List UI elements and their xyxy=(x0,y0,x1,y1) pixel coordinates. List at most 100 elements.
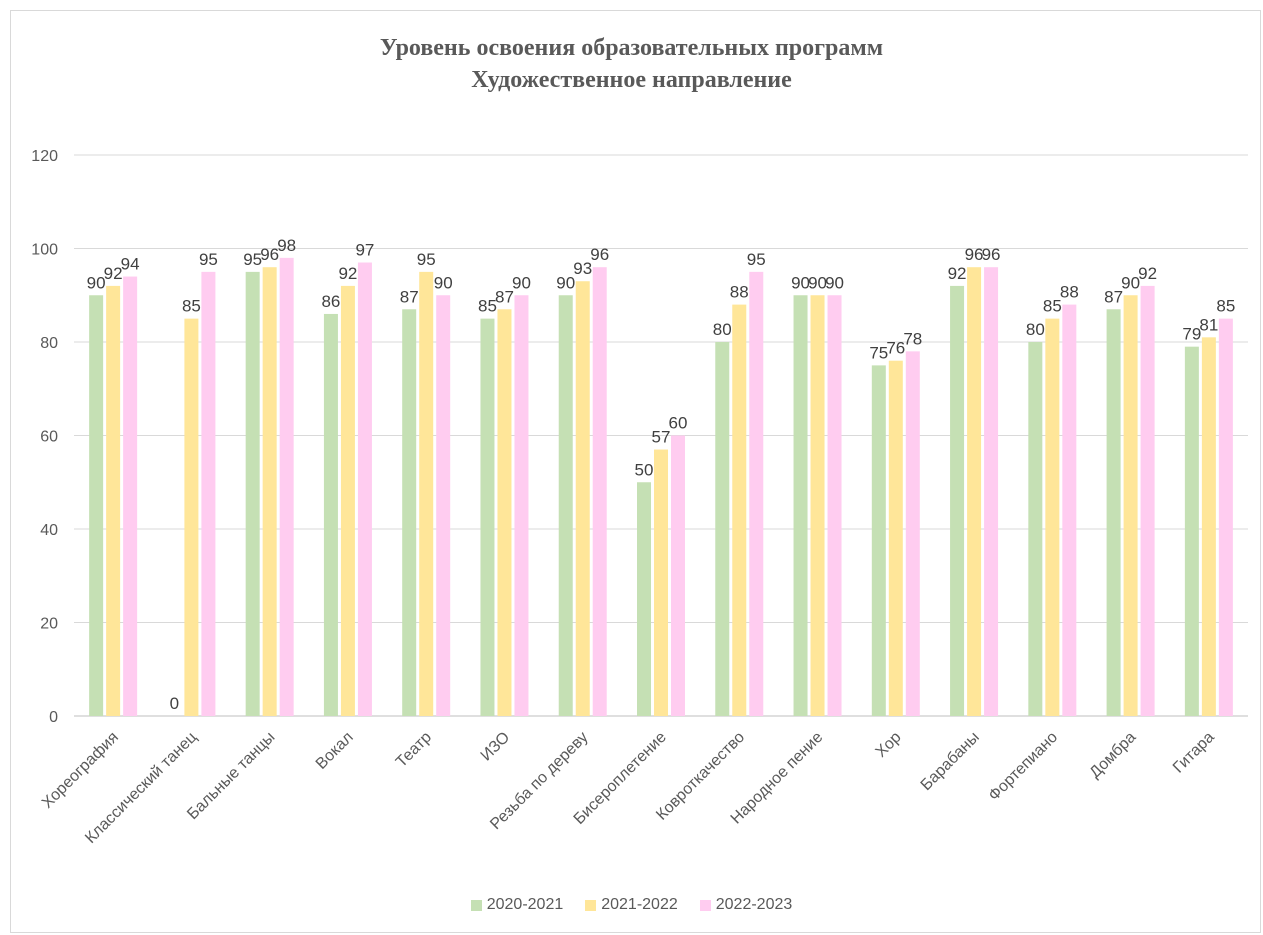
data-label: 92 xyxy=(104,264,123,283)
bar xyxy=(123,276,138,716)
bar xyxy=(1106,309,1121,716)
bar xyxy=(340,285,355,716)
bar xyxy=(732,304,747,716)
legend-item: 2021-2022 xyxy=(585,896,678,914)
legend-swatch xyxy=(470,899,482,911)
bar xyxy=(1201,337,1216,716)
data-label: 57 xyxy=(652,428,671,447)
y-tick-label: 60 xyxy=(40,429,58,446)
bar xyxy=(1028,342,1043,716)
bar xyxy=(749,271,764,716)
y-tick-label: 20 xyxy=(40,616,58,633)
data-label: 92 xyxy=(338,264,357,283)
chart-legend: 2020-2021 2021-2022 2022-2023 xyxy=(0,896,1263,914)
data-label: 90 xyxy=(825,273,844,292)
bar xyxy=(1123,295,1138,716)
bar xyxy=(323,313,338,716)
data-label: 90 xyxy=(808,273,827,292)
bar xyxy=(871,365,886,716)
data-label: 88 xyxy=(730,283,749,302)
chart-title-line1: Уровень освоения образовательных програм… xyxy=(379,35,884,61)
data-label: 79 xyxy=(1182,325,1201,344)
data-label: 0 xyxy=(170,694,179,713)
legend-label: 2020-2021 xyxy=(486,896,564,913)
bar xyxy=(106,285,121,716)
bar xyxy=(1045,318,1060,716)
legend-item: 2022-2023 xyxy=(699,896,793,914)
bar xyxy=(1184,346,1199,716)
bar xyxy=(827,295,842,716)
data-label: 96 xyxy=(260,245,279,264)
bar xyxy=(1218,318,1233,716)
bar xyxy=(592,267,607,716)
data-label: 87 xyxy=(1104,287,1123,306)
bar xyxy=(810,295,825,716)
data-label: 80 xyxy=(713,320,732,339)
x-tick-label: ИЗО xyxy=(478,729,514,765)
data-label: 90 xyxy=(791,273,810,292)
bar xyxy=(480,318,495,716)
bar xyxy=(793,295,808,716)
bar xyxy=(984,267,999,716)
data-label: 81 xyxy=(1199,315,1218,334)
bar xyxy=(575,281,590,716)
legend-label: 2021-2022 xyxy=(601,896,678,913)
data-label: 95 xyxy=(417,250,436,269)
bar xyxy=(1140,285,1155,716)
bar xyxy=(402,309,417,716)
legend-item: 2020-2021 xyxy=(470,896,564,914)
data-label: 85 xyxy=(478,297,497,316)
bar xyxy=(654,449,668,716)
data-label: 86 xyxy=(321,292,340,311)
x-tick-label: Бальные танцы xyxy=(184,729,278,823)
data-label: 90 xyxy=(1121,273,1140,292)
bar xyxy=(715,342,730,716)
x-tick-label: Театр xyxy=(393,729,435,771)
data-label: 80 xyxy=(1026,320,1045,339)
bar xyxy=(888,360,903,716)
bar xyxy=(905,351,920,716)
bar xyxy=(1062,304,1077,716)
x-tick-label: Вокал xyxy=(313,729,357,773)
bar xyxy=(514,295,529,716)
bar xyxy=(637,482,651,716)
data-label: 60 xyxy=(669,414,688,433)
data-label: 87 xyxy=(400,287,419,306)
bar xyxy=(950,285,965,716)
bar xyxy=(967,267,982,716)
y-tick-label: 120 xyxy=(31,148,58,165)
legend-label: 2022-2023 xyxy=(715,896,793,913)
data-label: 85 xyxy=(1216,297,1235,316)
data-label: 96 xyxy=(590,245,609,264)
data-label: 92 xyxy=(1138,264,1157,283)
y-tick-label: 80 xyxy=(40,335,58,352)
bar xyxy=(419,271,434,716)
bar xyxy=(245,271,260,716)
data-label: 95 xyxy=(243,250,262,269)
x-tick-label: Домбра xyxy=(1087,729,1140,782)
data-label: 85 xyxy=(1043,297,1062,316)
data-label: 95 xyxy=(747,250,766,269)
chart-title: Уровень освоения образовательных програм… xyxy=(0,32,1263,96)
bar xyxy=(436,295,451,716)
bar xyxy=(89,295,104,716)
y-tick-label: 0 xyxy=(49,709,58,726)
data-label: 90 xyxy=(556,273,575,292)
x-tick-label: Хореография xyxy=(39,729,122,812)
data-label: 90 xyxy=(434,273,453,292)
bar xyxy=(201,271,216,716)
data-label: 95 xyxy=(199,250,218,269)
data-label: 90 xyxy=(87,273,106,292)
y-tick-label: 40 xyxy=(40,522,58,539)
data-label: 78 xyxy=(903,329,922,348)
bar xyxy=(558,295,573,716)
data-label: 96 xyxy=(982,245,1001,264)
data-label: 93 xyxy=(573,259,592,278)
data-label: 50 xyxy=(635,460,654,479)
bar xyxy=(279,257,294,716)
y-tick-label: 100 xyxy=(31,242,58,259)
data-label: 76 xyxy=(886,339,905,358)
bar xyxy=(671,435,685,716)
data-label: 97 xyxy=(355,241,374,260)
